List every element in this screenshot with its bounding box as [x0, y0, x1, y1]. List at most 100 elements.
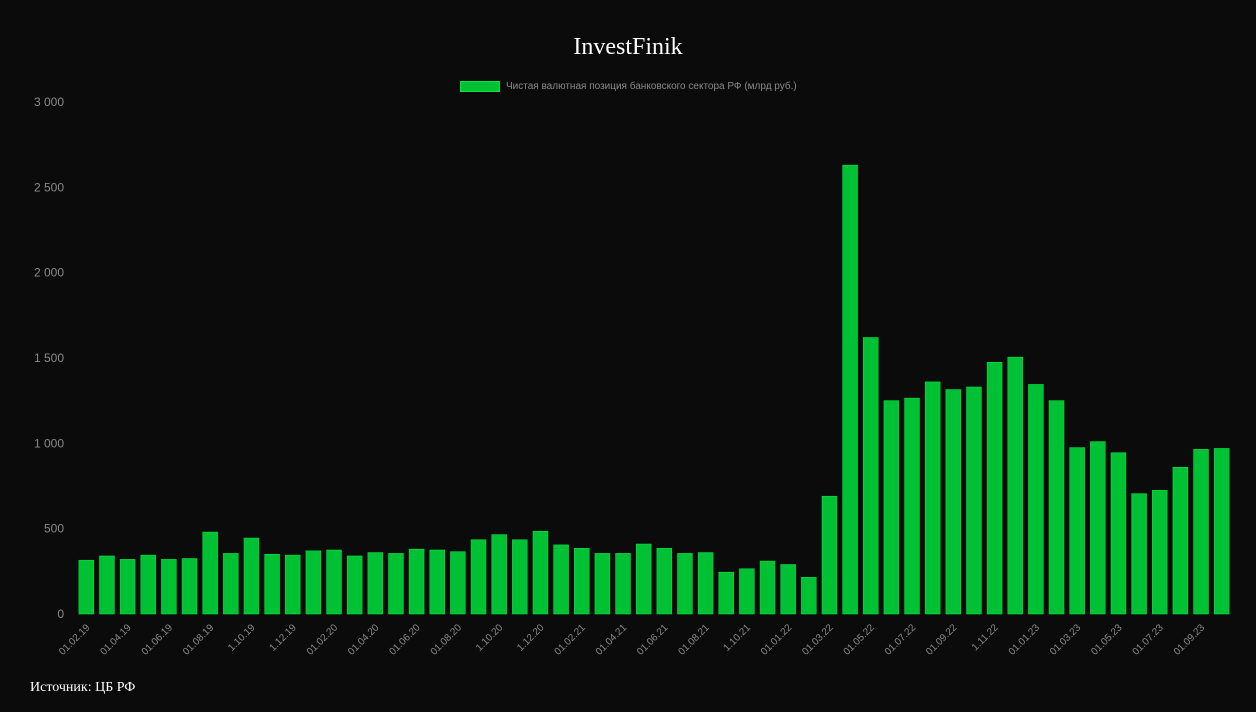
bar[interactable] — [243, 537, 260, 615]
bar[interactable] — [1193, 449, 1209, 615]
bar[interactable] — [697, 552, 714, 615]
x-tick-label: 1.11.22 — [970, 622, 1001, 653]
bar[interactable] — [677, 553, 693, 615]
bar[interactable] — [780, 564, 796, 615]
chart-legend[interactable]: Чистая валютная позиция банковского сект… — [460, 79, 797, 93]
source-note: Источник: ЦБ РФ — [30, 680, 136, 695]
x-tick-label: 01.06.19 — [140, 622, 176, 658]
x-tick-label: 01.05.23 — [1089, 622, 1125, 658]
bar[interactable] — [470, 539, 487, 615]
x-tick-label: 01.08.21 — [676, 622, 712, 658]
bar[interactable] — [140, 554, 156, 615]
x-tick-label: 01.04.20 — [346, 622, 382, 658]
bar[interactable] — [346, 555, 363, 615]
legend-label: Чистая валютная позиция банковского сект… — [506, 80, 797, 92]
legend-swatch — [460, 80, 500, 92]
x-tick-label: 01.02.21 — [553, 622, 589, 658]
x-tick-label: 01.07.22 — [883, 622, 919, 658]
bar[interactable] — [285, 554, 301, 615]
bar[interactable] — [512, 539, 528, 615]
x-tick-label: 01.02.19 — [57, 622, 93, 658]
bar[interactable] — [78, 559, 95, 615]
x-tick-label: 01.02.20 — [305, 622, 341, 658]
bar[interactable] — [615, 553, 631, 615]
bar[interactable] — [181, 558, 198, 615]
bar[interactable] — [1172, 466, 1189, 615]
bar[interactable] — [924, 381, 941, 615]
bar[interactable] — [759, 560, 776, 615]
bar[interactable] — [718, 571, 734, 615]
bar[interactable] — [532, 530, 549, 615]
x-tick-label: 01.01.22 — [759, 622, 795, 658]
x-tick-label: 01.03.22 — [800, 622, 836, 658]
bar[interactable] — [801, 577, 817, 615]
y-tick-label: 0 — [57, 607, 64, 621]
bar[interactable] — [863, 337, 879, 615]
x-tick-label: 01.04.19 — [98, 622, 134, 658]
y-tick-label: 1 000 — [34, 436, 64, 450]
bar[interactable] — [367, 552, 384, 615]
x-tick-label: 1.10.21 — [722, 622, 754, 654]
bar[interactable] — [842, 164, 858, 615]
x-tick-label: 01.04.21 — [594, 622, 630, 658]
y-axis: 0 500 1 000 1 500 2 000 2 500 3 000 — [34, 95, 64, 621]
bar[interactable] — [119, 559, 136, 615]
bar[interactable] — [656, 547, 673, 615]
bar[interactable] — [1152, 489, 1168, 615]
chart-title: InvestFinik — [573, 34, 683, 60]
bar[interactable] — [491, 534, 507, 615]
bar[interactable] — [305, 550, 322, 615]
bar[interactable] — [1131, 493, 1147, 615]
bar[interactable] — [1069, 447, 1085, 615]
bar[interactable] — [264, 553, 280, 615]
x-tick-label: 01.09.23 — [1172, 622, 1208, 658]
bar[interactable] — [986, 361, 1003, 615]
bar[interactable] — [1213, 448, 1230, 615]
y-tick-label: 500 — [44, 522, 64, 536]
bar[interactable] — [202, 531, 218, 615]
x-tick-label: 01.08.20 — [429, 622, 465, 658]
x-tick-label: 01.01.23 — [1007, 622, 1043, 658]
bar[interactable] — [429, 549, 445, 615]
bar[interactable] — [161, 559, 177, 615]
bar[interactable] — [326, 549, 342, 615]
bar[interactable] — [223, 553, 239, 615]
x-tick-label: 01.05.22 — [842, 622, 878, 658]
x-tick-label: 01.03.23 — [1048, 622, 1084, 658]
y-tick-label: 2 500 — [34, 180, 64, 194]
y-tick-label: 2 000 — [34, 266, 64, 280]
bar[interactable] — [1110, 452, 1127, 615]
x-tick-label: 1.10.20 — [474, 622, 506, 654]
bars — [78, 164, 1230, 615]
x-tick-label: 1.10.19 — [226, 622, 258, 654]
y-tick-label: 1 500 — [34, 351, 64, 365]
y-tick-label: 3 000 — [34, 95, 64, 109]
x-tick-label: 1.12.20 — [515, 622, 547, 654]
bar[interactable] — [553, 544, 569, 615]
bar[interactable] — [945, 389, 962, 615]
bar[interactable] — [388, 553, 404, 615]
bar[interactable] — [883, 400, 900, 615]
bar[interactable] — [1090, 441, 1106, 615]
x-tick-label: 01.09.22 — [924, 622, 960, 658]
bar[interactable] — [904, 397, 920, 615]
x-tick-label: 01.08.19 — [181, 622, 217, 658]
bar[interactable] — [99, 555, 115, 615]
bar[interactable] — [574, 547, 590, 615]
bar[interactable] — [450, 551, 466, 615]
x-tick-label: 01.06.20 — [387, 622, 423, 658]
bar[interactable] — [739, 568, 755, 615]
bar[interactable] — [1028, 384, 1044, 615]
bar[interactable] — [966, 386, 982, 615]
bar[interactable] — [408, 548, 425, 615]
x-tick-label: 01.06.21 — [635, 622, 671, 658]
bar[interactable] — [1007, 356, 1023, 615]
x-tick-label: 1.12.19 — [267, 622, 299, 654]
x-axis: 01.02.19 01.04.19 01.06.19 01.08.19 1.10.19 1… — [57, 622, 1207, 658]
bar[interactable] — [594, 553, 611, 615]
bar[interactable] — [1048, 400, 1065, 615]
bar[interactable] — [635, 543, 652, 615]
bar[interactable] — [821, 495, 838, 615]
